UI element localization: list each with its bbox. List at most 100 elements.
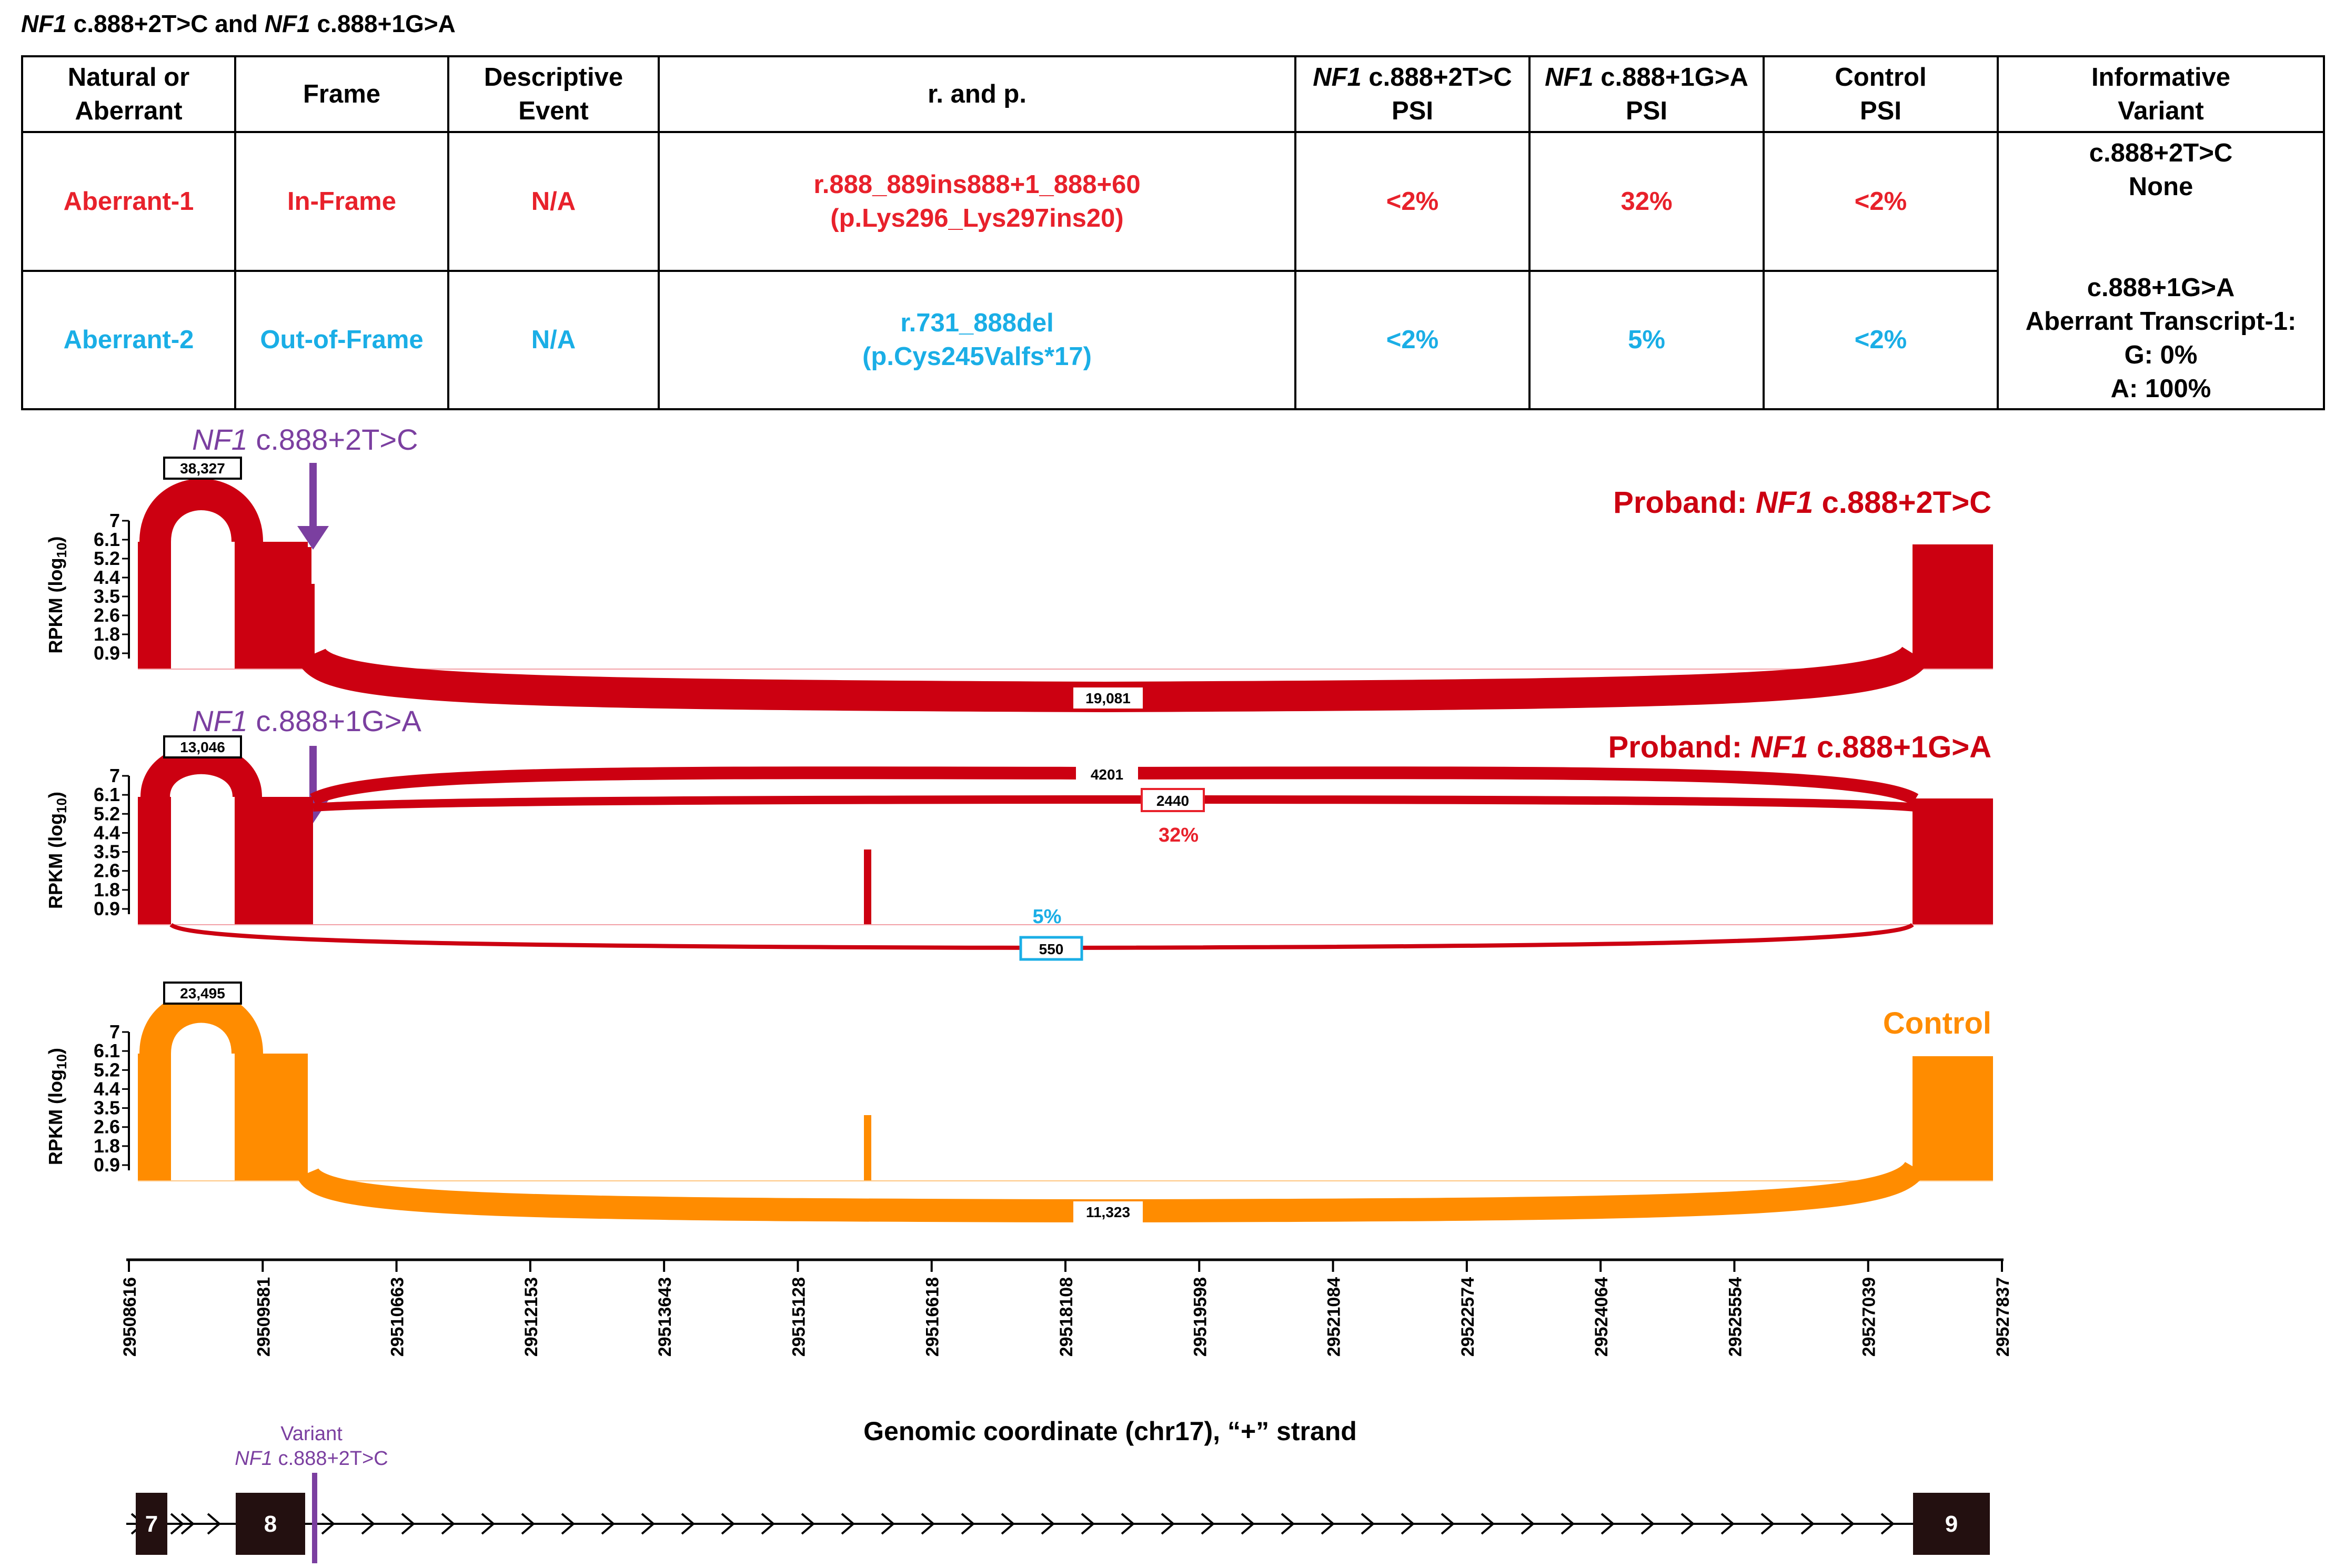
header-psi-variant1: NF1 c.888+2T>C PSI: [1294, 55, 1531, 133]
cell-event: N/A: [447, 131, 660, 272]
y-tick-label: 5.2: [94, 803, 120, 824]
junction-count-label: 38,327: [180, 460, 225, 477]
chevron-right-icon: [681, 1513, 696, 1535]
chevron-right-icon: [1041, 1513, 1055, 1535]
chevron-right-icon: [1401, 1513, 1415, 1535]
chevron-right-icon: [921, 1513, 935, 1535]
header-informative-variant: Informative Variant: [1997, 55, 2325, 133]
header-psi-variant2: NF1 c.888+1G>A PSI: [1528, 55, 1765, 133]
chevron-right-icon: [170, 1513, 185, 1535]
chevron-right-icon: [1481, 1513, 1495, 1535]
cell-frame: Out-of-Frame: [234, 269, 449, 410]
y-axis-label: RPKM (log10): [45, 1048, 69, 1165]
junction-count-box: [1073, 1201, 1143, 1222]
x-tick-label: 29521084: [1324, 1277, 1344, 1357]
x-axis-label: Genomic coordinate (chr17), “+” strand: [863, 1417, 1357, 1446]
table-row: Aberrant-2 Out-of-Frame N/A r.731_888del…: [21, 269, 2324, 410]
x-tick-label: 29509581: [254, 1277, 274, 1357]
cell-control-psi: <2%: [1763, 269, 1999, 410]
y-tick-label: 1.8: [94, 623, 120, 645]
junction-count-box: [1019, 936, 1083, 961]
junction-count-box: [163, 982, 242, 1005]
chevron-right-icon: [1121, 1513, 1135, 1535]
x-tick-label: 29513643: [655, 1277, 675, 1357]
y-tick-label: 1.8: [94, 1135, 120, 1157]
y-axis: 76.15.24.43.52.61.80.9 RPKM (log10): [45, 510, 130, 664]
chevron-right-icon: [1441, 1513, 1455, 1535]
chevron-right-icon: [641, 1513, 656, 1535]
header-frame: Frame: [234, 55, 449, 133]
chevron-right-icon: [561, 1513, 576, 1535]
table-header-row: Natural or Aberrant Frame Descriptive Ev…: [21, 55, 2325, 133]
junction-arc-upper: [139, 991, 263, 1055]
y-tick-label: 0.9: [94, 898, 120, 919]
panel-proband-2TC: Proband: NF1 c.888+2T>C NF1 c.888+2T>C 3…: [138, 423, 1993, 713]
y-tick-label: 4.4: [94, 1078, 120, 1099]
psi-label: 5%: [1033, 906, 1062, 928]
y-axis: 76.15.24.43.52.61.80.9 RPKM (log10): [45, 765, 130, 919]
chevron-right-icon: [801, 1513, 816, 1535]
chevron-right-icon: [1521, 1513, 1535, 1535]
header-r-and-p: r. and p.: [658, 55, 1296, 133]
x-tick-label: 29516618: [923, 1277, 943, 1357]
y-tick-label: 1.8: [94, 879, 120, 901]
y-tick-label: 2.6: [94, 604, 120, 626]
exon-label: 9: [1945, 1511, 1958, 1537]
chevron-right-icon: [1561, 1513, 1575, 1535]
cell-r-and-p: r.888_889ins888+1_888+60 (p.Lys296_Lys29…: [658, 131, 1296, 272]
chevron-right-icon: [1640, 1513, 1655, 1535]
exon-9: [1913, 1493, 1990, 1555]
chevron-right-icon: [1680, 1513, 1695, 1535]
panel-title: Proband: NF1 c.888+1G>A: [1608, 730, 1991, 764]
exon-8: [236, 1493, 305, 1555]
gene-model: Variant NF1 c.888+2T>C 7 8 9: [126, 1423, 1990, 1563]
exon-7: [136, 1493, 167, 1555]
chevron-right-icon: [761, 1513, 776, 1535]
junction-count-label: 19,081: [1085, 690, 1131, 706]
panel-title: Proband: NF1 c.888+2T>C: [1613, 485, 1991, 520]
exon-label: 8: [264, 1511, 277, 1537]
chevron-right-icon: [1880, 1513, 1895, 1535]
gene-variant-label: Variant: [280, 1423, 343, 1445]
y-tick-label: 7: [109, 1021, 120, 1043]
cell-psi1: <2%: [1294, 131, 1531, 272]
coverage-exons: [138, 797, 1993, 925]
y-tick-label: 6.1: [94, 529, 120, 550]
header-control-psi: Control PSI: [1763, 55, 1999, 133]
chevron-right-icon: [1201, 1513, 1215, 1535]
table-row: Aberrant-1 In-Frame N/A r.888_889ins888+…: [21, 131, 2325, 410]
junction-count-box: [163, 735, 242, 758]
coverage-exons: [138, 542, 1993, 669]
junction-count-label: 2440: [1156, 793, 1189, 809]
y-tick-label: 2.6: [94, 1116, 120, 1138]
chevron-right-icon: [1720, 1513, 1735, 1535]
chevron-right-icon: [1161, 1513, 1175, 1535]
cell-psi2: 5%: [1528, 269, 1765, 410]
variant-label: NF1 c.888+2T>C: [192, 423, 418, 456]
x-tick-label: 29515128: [789, 1277, 809, 1357]
chevron-right-icon: [1241, 1513, 1255, 1535]
x-tick-label: 29524064: [1592, 1277, 1612, 1357]
figure-title: NF1 c.888+2T>C and NF1 c.888+1G>A: [21, 10, 456, 37]
y-tick-label: 6.1: [94, 1040, 120, 1061]
psi-label: 32%: [1159, 824, 1199, 846]
chevron-right-icon: [180, 1513, 195, 1535]
chevron-right-icon: [321, 1513, 336, 1535]
chevron-right-icon: [521, 1513, 536, 1535]
chevron-right-icon: [1281, 1513, 1295, 1535]
x-tick-label: 29510663: [388, 1277, 408, 1357]
panel-title: Control: [1883, 1006, 1991, 1040]
y-tick-label: 7: [109, 765, 120, 786]
y-tick-label: 7: [109, 510, 120, 531]
x-tick-label: 29522574: [1458, 1277, 1478, 1357]
chevron-right-icon: [401, 1513, 416, 1535]
y-tick-label: 6.1: [94, 784, 120, 805]
junction-count-box: [1073, 687, 1143, 709]
x-axis: 29508616 29509581 29510663 29512153 29513643…: [120, 1258, 2013, 1357]
chevron-right-icon: [881, 1513, 895, 1535]
chevron-right-icon: [441, 1513, 456, 1535]
cell-frame: In-Frame: [234, 131, 449, 272]
exon-label: 7: [145, 1511, 158, 1537]
y-axis-label: RPKM (log10): [45, 537, 69, 654]
